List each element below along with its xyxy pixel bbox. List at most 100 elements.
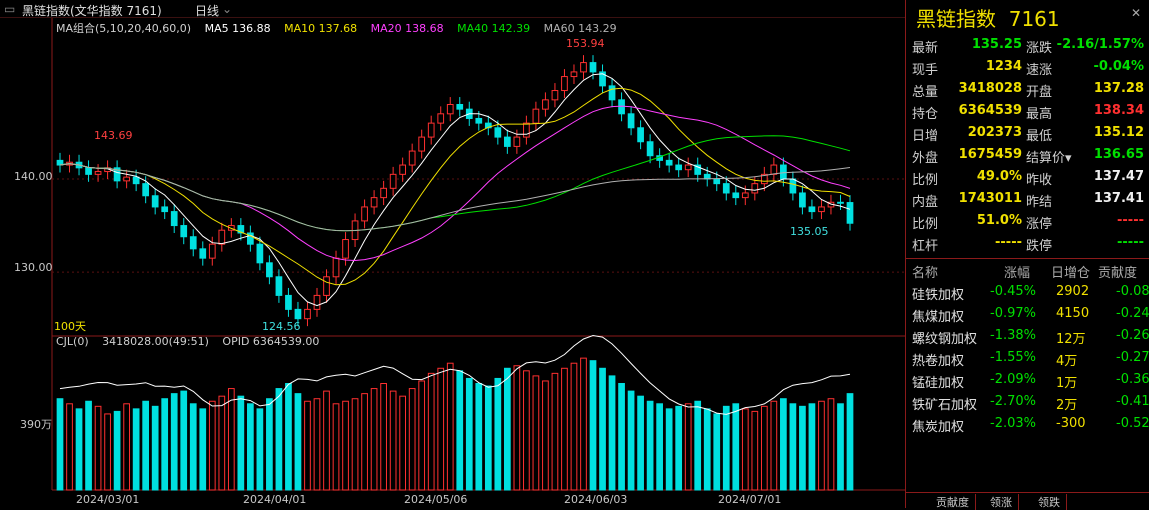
candle-body bbox=[408, 150, 416, 166]
axis-label-volume: 390万 bbox=[20, 418, 52, 431]
table-cell: 4万 bbox=[1056, 354, 1078, 369]
quote-label: 涨跌 bbox=[1026, 41, 1053, 56]
quote-row: 比例 51.0% 涨停 ----- bbox=[906, 210, 1149, 232]
table-row[interactable]: 焦煤加权 -0.97% 4150 -0.24 bbox=[906, 303, 1149, 325]
volume-bar bbox=[523, 370, 530, 491]
volume-bar bbox=[161, 398, 169, 491]
tab-leading-up[interactable]: 领涨 bbox=[984, 494, 1019, 510]
close-icon[interactable]: ✕ bbox=[1130, 6, 1141, 20]
quote-value: 49.0% bbox=[976, 169, 1022, 184]
table-cell: 铁矿石加权 bbox=[912, 398, 978, 413]
volume-bar bbox=[732, 403, 740, 491]
volume-bar bbox=[132, 408, 140, 491]
quote-label: 昨收 bbox=[1026, 173, 1053, 188]
table-row[interactable]: 热卷加权 -1.55% 4万 -0.27 bbox=[906, 347, 1149, 369]
table-cell: 焦炭加权 bbox=[912, 420, 965, 435]
volume-bar bbox=[656, 403, 663, 491]
volume-bar bbox=[770, 400, 778, 491]
tab-contribution[interactable]: 贡献度 bbox=[930, 494, 976, 510]
candle-body bbox=[627, 113, 635, 129]
annotation-low: 124.56 bbox=[262, 320, 301, 333]
chevron-down-icon[interactable]: ⌄ bbox=[222, 2, 233, 16]
volume-bar bbox=[189, 403, 197, 491]
table-cell: -2.70% bbox=[990, 394, 1036, 409]
table-cell: 螺纹钢加权 bbox=[912, 332, 978, 347]
table-cell: -0.27 bbox=[1116, 350, 1149, 365]
volume-bar bbox=[418, 380, 426, 491]
volume-bar bbox=[637, 395, 644, 491]
candle-body bbox=[218, 229, 226, 245]
volume-bar bbox=[618, 383, 625, 491]
table-row[interactable]: 锰硅加权 -2.09% 1万 -0.36 bbox=[906, 369, 1149, 391]
volume-bar bbox=[313, 398, 321, 491]
window-icon[interactable]: ▭ bbox=[4, 2, 16, 16]
candle-body bbox=[760, 173, 768, 185]
volume-bar bbox=[751, 410, 759, 491]
quote-value: 6364539 bbox=[958, 103, 1022, 118]
quote-value: -0.04% bbox=[1093, 59, 1145, 74]
candle-body bbox=[618, 99, 625, 115]
candle-body bbox=[713, 178, 721, 185]
ma-line bbox=[59, 105, 851, 262]
quote-label: 开盘 bbox=[1026, 85, 1053, 100]
candle-body bbox=[342, 239, 349, 259]
table-header-cell[interactable]: 涨幅 bbox=[1004, 266, 1031, 281]
candle-body bbox=[161, 206, 169, 213]
candle-body bbox=[180, 225, 188, 238]
volume-bar bbox=[113, 410, 121, 491]
volume-bar bbox=[370, 388, 378, 491]
table-cell: -0.08 bbox=[1116, 284, 1149, 299]
quote-value: 3418028 bbox=[958, 81, 1022, 96]
table-cell: 12万 bbox=[1056, 332, 1086, 347]
ma-combo-label[interactable]: MA组合(5,10,20,40,60,0) bbox=[56, 22, 192, 35]
volume-bar bbox=[180, 390, 188, 491]
candle-body bbox=[503, 136, 511, 147]
period-selector[interactable]: 日线 bbox=[195, 4, 220, 18]
table-row[interactable]: 硅铁加权 -0.45% 2902 -0.08 bbox=[906, 281, 1149, 303]
table-header-cell[interactable]: 贡献度 bbox=[1098, 266, 1138, 281]
volume-bar bbox=[399, 395, 407, 491]
quote-label: 最新 bbox=[912, 41, 939, 56]
days-label: 100天 bbox=[54, 320, 86, 333]
volume-bar bbox=[665, 408, 673, 491]
quote-label: 比例 bbox=[912, 217, 939, 232]
table-header-cell[interactable]: 名称 bbox=[912, 266, 939, 281]
table-cell: -0.24 bbox=[1116, 306, 1149, 321]
quote-value: 137.47 bbox=[1093, 169, 1144, 184]
quote-label: 最低 bbox=[1026, 129, 1053, 144]
volume-bar bbox=[465, 377, 473, 491]
quote-label: 日增 bbox=[912, 129, 939, 144]
candle-body bbox=[770, 164, 778, 175]
volume-bar bbox=[294, 393, 302, 491]
volume-bar bbox=[627, 390, 635, 491]
table-row[interactable]: 焦炭加权 -2.03% -300 -0.52 bbox=[906, 413, 1149, 435]
candle-body bbox=[151, 195, 159, 208]
candlestick-chart[interactable] bbox=[0, 18, 905, 508]
quote-value: 1743011 bbox=[958, 191, 1022, 206]
volume-bar bbox=[304, 400, 311, 491]
table-row[interactable]: 螺纹钢加权 -1.38% 12万 -0.26 bbox=[906, 325, 1149, 347]
candle-body bbox=[275, 276, 283, 296]
table-cell: 2万 bbox=[1056, 398, 1078, 413]
tab-leading-down[interactable]: 领跌 bbox=[1032, 494, 1067, 510]
ma40-label: MA40 142.39 bbox=[457, 22, 531, 35]
table-row[interactable]: 铁矿石加权 -2.70% 2万 -0.41 bbox=[906, 391, 1149, 413]
candle-body bbox=[599, 71, 606, 87]
volume-bar bbox=[361, 393, 368, 491]
volume-bar bbox=[570, 362, 578, 491]
candle-body bbox=[637, 127, 644, 143]
ma-legend: MA组合(5,10,20,40,60,0) MA5 136.88 MA10 13… bbox=[56, 20, 627, 36]
candle-body bbox=[789, 178, 797, 194]
candle-body bbox=[846, 202, 854, 224]
candle-body bbox=[437, 113, 445, 124]
table-header-cell[interactable]: 日增仓 bbox=[1051, 266, 1091, 281]
volume-bar bbox=[408, 388, 416, 491]
volume-bar bbox=[85, 400, 92, 491]
volume-bar bbox=[561, 367, 568, 491]
candle-body bbox=[523, 122, 530, 138]
volume-bar bbox=[532, 375, 540, 491]
candle-body bbox=[123, 176, 130, 182]
volume-bar bbox=[323, 390, 330, 491]
volume-legend: CJL(0) 3418028.00(49:51) OPID 6364539.00 bbox=[56, 335, 319, 348]
candle-body bbox=[313, 294, 321, 310]
